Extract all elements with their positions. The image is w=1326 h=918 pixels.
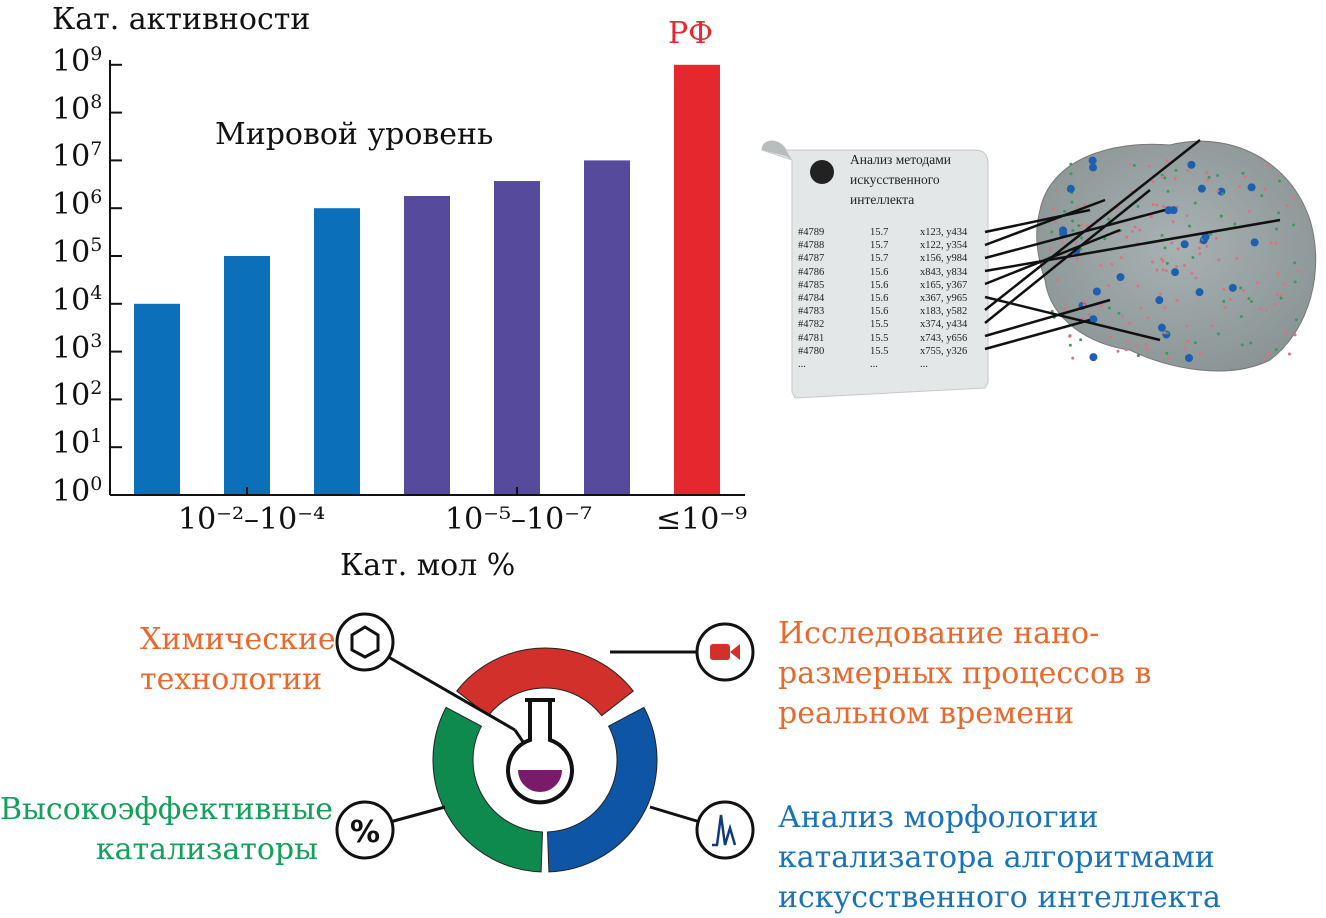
scroll-table-cell: ... <box>920 359 928 371</box>
flask-icon <box>506 698 574 805</box>
y-tick-label: 108 <box>52 90 103 127</box>
scroll-table-cell: 15.7 <box>870 253 889 265</box>
scroll-table-cell: x156, y984 <box>920 253 968 265</box>
bar <box>584 160 630 495</box>
neural-network-icon <box>810 160 834 184</box>
bar <box>674 64 720 496</box>
bar <box>494 181 540 495</box>
scroll-table-cell: x374, y434 <box>920 319 968 331</box>
scroll-table-cell: 15.5 <box>870 345 889 357</box>
scroll-table-row: #4781 15.5 x743, y656 <box>798 332 990 345</box>
scroll-table-cell: #4783 <box>798 306 825 318</box>
scroll-table-row: #4787 15.7 x156, y984 <box>798 252 990 265</box>
y-tick-label: 105 <box>52 234 103 270</box>
scroll-table-cell: x183, y582 <box>920 306 968 318</box>
bar <box>314 208 360 495</box>
benzene-icon <box>335 612 395 672</box>
scroll-table-cell: x743, y656 <box>920 332 968 344</box>
ai-analysis-illustration <box>761 139 1317 399</box>
scroll-table-cell: #4784 <box>798 293 825 305</box>
bar <box>404 195 450 495</box>
svg-text:%: % <box>350 815 380 850</box>
scroll-table-cell: #4786 <box>798 266 825 278</box>
y-axis-label: Кат. активности <box>52 2 311 37</box>
scroll-table-row: #4785 15.6 x165, y367 <box>798 279 990 292</box>
scroll-title-line: искусственного <box>850 172 940 187</box>
scroll-title-line: интеллекта <box>850 192 915 207</box>
morphology-analysis-label: Анализ морфологии катализатора алгоритмам… <box>778 800 1221 915</box>
spectrum-peak-icon <box>695 800 755 860</box>
x-axis-label: Кат. мол % <box>340 548 516 583</box>
x-tick-label: 10⁻⁵–10⁻⁷ <box>445 502 593 537</box>
chemical-technologies-label: Химические технологии <box>140 622 336 697</box>
scroll-table-cell: ... <box>870 359 878 371</box>
green-arc-segment <box>432 706 544 873</box>
red-arc-segment <box>456 647 634 717</box>
scroll-table-row: #4784 15.6 x367, y965 <box>798 292 990 305</box>
scroll-table-cell: #4785 <box>798 279 825 291</box>
world-level-label: Мировой уровень <box>215 117 494 152</box>
scroll-table-cell: #4788 <box>798 240 825 252</box>
y-tick-label: 104 <box>52 281 103 318</box>
scroll-table-cell: 15.5 <box>870 332 889 344</box>
rf-label: РФ <box>668 16 714 51</box>
scroll-table-cell: x367, y965 <box>920 293 968 305</box>
y-tick-label: 100 <box>52 473 103 509</box>
scroll-table-cell: 15.6 <box>870 306 889 318</box>
y-tick-label: 101 <box>52 425 103 462</box>
scroll-table-row: ......... <box>798 358 990 371</box>
x-tick-label: ≤10⁻⁹ <box>656 502 748 537</box>
scroll-table-cell: x122, y354 <box>920 240 968 252</box>
scroll-table-cell: x755, y326 <box>920 345 968 357</box>
scroll-table-cell: 15.7 <box>870 240 889 252</box>
bar-chart <box>109 60 745 496</box>
scroll-title-line: Анализ методами <box>850 152 951 167</box>
connector-lines <box>984 139 1281 351</box>
scroll-table-cell: x843, y834 <box>920 266 968 278</box>
scroll-table-cell: #4780 <box>798 345 825 357</box>
x-tick-label: 10⁻²–10⁻⁴ <box>178 502 326 537</box>
scroll-table-cell: 15.6 <box>870 279 889 291</box>
scroll-table-cell: x123, y434 <box>920 227 968 238</box>
scroll-table-cell: ... <box>798 359 806 371</box>
scroll-table-cell: #4789 <box>798 227 825 238</box>
scroll-table-row: #4789 15.7 x123, y434 <box>798 226 990 239</box>
catalysts-label: Высокоэффективные катализаторы <box>0 792 333 867</box>
percent-icon: % <box>335 800 395 860</box>
scroll-shape <box>761 140 989 399</box>
y-tick-label: 109 <box>52 42 103 79</box>
y-tick-label: 103 <box>52 329 103 366</box>
ring-diagram: % <box>335 612 755 873</box>
scroll-table-row: #4786 15.6 x843, y834 <box>798 266 990 279</box>
y-tick-label: 102 <box>52 377 103 414</box>
blue-arc-segment <box>546 706 658 873</box>
scroll-table-cell: #4787 <box>798 253 825 265</box>
scroll-table-cell: x165, y367 <box>920 279 968 291</box>
scroll-table-cell: 15.5 <box>870 319 889 331</box>
bar <box>224 256 270 495</box>
scroll-table-cell: 15.6 <box>870 266 889 278</box>
scroll-table-row: #4782 15.5 x374, y434 <box>798 318 990 331</box>
y-tick-label: 107 <box>52 138 103 175</box>
scroll-table-cell: 15.7 <box>870 227 889 238</box>
bar <box>134 303 180 495</box>
scroll-table-cell: #4781 <box>798 332 825 344</box>
scroll-table-row: #4788 15.7 x122, y354 <box>798 239 990 252</box>
scroll-table-cell: #4782 <box>798 319 825 331</box>
brain-image <box>1036 140 1317 372</box>
scroll-table-cell: 15.6 <box>870 293 889 305</box>
scroll-table-row: #4783 15.6 x183, y582 <box>798 305 990 318</box>
y-tick-label: 106 <box>52 186 103 223</box>
scroll-table-row: #4780 15.5 x755, y326 <box>798 345 990 358</box>
camera-icon <box>695 622 755 682</box>
